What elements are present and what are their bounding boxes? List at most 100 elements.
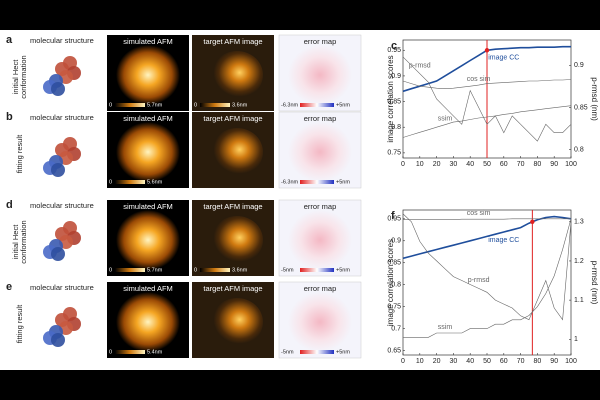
y-axis-label: image correlation scores — [386, 55, 395, 142]
series-label: ssim — [438, 115, 453, 122]
y-tick-label: 0.85 — [387, 98, 401, 105]
colorbar — [200, 103, 230, 107]
y-tick-label: 0.85 — [387, 260, 401, 267]
x-tick-label: 20 — [433, 161, 441, 168]
series-label: image CC — [488, 237, 519, 244]
series-label: image CC — [488, 55, 519, 62]
y-tick-label: 0.75 — [387, 150, 401, 157]
side-label: conformation — [19, 220, 28, 263]
column-title: molecular structure — [30, 113, 94, 122]
x-tick-label: 20 — [433, 358, 441, 365]
colorbar-label: 5.7nm — [147, 102, 163, 108]
colorbar — [115, 103, 145, 107]
y2-axis-label: p-rmsd (nm) — [590, 261, 599, 305]
afm-image — [116, 45, 180, 105]
selected-point — [484, 48, 490, 53]
y2-tick-label: 1.3 — [574, 219, 584, 226]
afm-image — [211, 128, 263, 176]
colorbar-label: 3.6nm — [232, 267, 248, 273]
x-tick-label: 100 — [565, 358, 577, 365]
afm-image — [116, 122, 180, 182]
y-tick-label: 0.8 — [391, 282, 401, 289]
x-tick-label: 90 — [550, 161, 558, 168]
error-frame — [278, 199, 362, 277]
y-tick-label: 0.8 — [391, 124, 401, 131]
x-tick-label: 60 — [500, 161, 508, 168]
panel-letter: c — [391, 40, 397, 52]
side-label: fitting result — [15, 304, 24, 343]
x-tick-label: 70 — [517, 161, 525, 168]
panel-letter: e — [6, 281, 12, 293]
y-tick-label: 0.95 — [387, 216, 401, 223]
column-title: error map — [304, 202, 337, 211]
colorbar-label: +5nm — [336, 179, 350, 185]
y-tick-label: 0.95 — [387, 47, 401, 54]
column-title: error map — [304, 284, 337, 293]
series-label: ssim — [438, 324, 453, 331]
colorbar — [200, 268, 230, 272]
series-label: p-rmsd — [409, 63, 431, 70]
column-title: target AFM image — [203, 114, 262, 123]
x-tick-label: 10 — [416, 358, 424, 365]
x-tick-label: 30 — [450, 161, 458, 168]
series-line — [402, 215, 572, 260]
column-title: simulated AFM — [123, 114, 173, 123]
y-tick-label: 0.65 — [387, 347, 401, 354]
y-tick-label: 0.7 — [391, 325, 401, 332]
colorbar-label: 5.7nm — [147, 267, 163, 273]
colorbar — [115, 268, 145, 272]
series-line — [402, 56, 572, 142]
y2-tick-label: 0.9 — [574, 62, 584, 69]
y2-tick-label: 1 — [574, 336, 578, 343]
x-tick-label: 10 — [416, 161, 424, 168]
colorbar-label: 3.6nm — [232, 102, 248, 108]
colorbar-label: +5nm — [336, 349, 350, 355]
x-tick-label: 30 — [450, 358, 458, 365]
colorbar-label: +5nm — [336, 102, 350, 108]
colorbar-label: +5nm — [336, 267, 350, 273]
column-title: simulated AFM — [123, 37, 173, 46]
colorbar-label: -6.3nm — [281, 179, 299, 185]
protein-blob — [51, 247, 65, 261]
afm-image — [288, 292, 352, 352]
y-tick-label: 0.9 — [391, 238, 401, 245]
side-label: conformation — [19, 55, 28, 98]
protein-blob — [51, 333, 65, 347]
error-frame — [278, 111, 362, 189]
series-line — [402, 213, 572, 321]
colorbar-label: 5.4nm — [147, 349, 163, 355]
y2-axis-label: p-rmsd (nm) — [590, 77, 599, 121]
y2-tick-label: 0.85 — [574, 104, 588, 111]
protein-blob — [51, 82, 65, 96]
x-tick-label: 40 — [466, 358, 474, 365]
colorbar-label: 5.6nm — [147, 179, 163, 185]
panel-letter: b — [6, 111, 13, 123]
x-tick-label: 100 — [565, 161, 577, 168]
x-tick-label: 90 — [550, 358, 558, 365]
column-title: molecular structure — [30, 36, 94, 45]
series-line — [403, 218, 571, 220]
side-label: initial Hect — [11, 59, 20, 95]
afm-image — [116, 210, 180, 270]
side-label: initial Hect — [11, 224, 20, 260]
colorbar-label: -5nm — [281, 267, 294, 273]
column-title: target AFM image — [203, 37, 262, 46]
column-title: molecular structure — [30, 201, 94, 210]
afm-image — [116, 292, 180, 352]
error-frame — [278, 34, 362, 112]
error-frame — [278, 281, 362, 359]
colorbar-label: 0 — [194, 102, 197, 108]
colorbar — [300, 180, 334, 184]
column-title: simulated AFM — [123, 202, 173, 211]
protein-blob — [51, 163, 65, 177]
y-tick-label: 0.9 — [391, 73, 401, 80]
y2-tick-label: 1.1 — [574, 297, 584, 304]
column-title: molecular structure — [30, 283, 94, 292]
series-label: p-rmsd — [468, 277, 490, 284]
column-title: target AFM image — [203, 202, 262, 211]
y2-tick-label: 0.8 — [574, 146, 584, 153]
series-label: cos sim — [467, 210, 491, 217]
x-tick-label: 80 — [534, 358, 542, 365]
colorbar — [115, 180, 145, 184]
